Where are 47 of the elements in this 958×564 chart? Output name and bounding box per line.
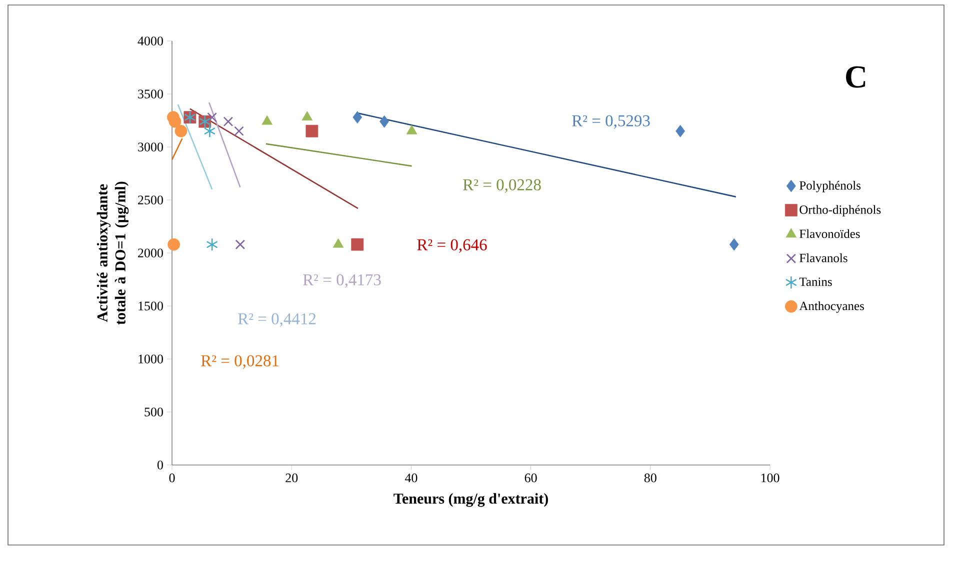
point — [380, 115, 389, 128]
point — [332, 238, 344, 248]
y-tick-label: 500 — [144, 408, 163, 416]
point — [223, 116, 234, 126]
point — [235, 240, 246, 250]
legend-label: Ortho-diphénols — [800, 205, 881, 216]
x-tick-label: 60 — [524, 474, 537, 482]
annotation: R² = 0,4173 — [303, 274, 381, 288]
x-tick-label: 100 — [761, 474, 780, 482]
y-tick-label: 2000 — [138, 248, 163, 258]
point — [168, 238, 180, 251]
annotation: R² = 0,4412 — [238, 313, 316, 327]
annotation: R² = 0,0228 — [463, 179, 541, 193]
x-tick-label: 20 — [286, 474, 298, 482]
point — [174, 124, 188, 138]
point — [306, 124, 318, 138]
x-tick-label: 40 — [404, 474, 418, 482]
point — [234, 126, 244, 136]
point — [351, 238, 364, 251]
legend-label: Flavanols — [800, 253, 848, 262]
y-tick-label: 3500 — [138, 90, 163, 98]
point — [676, 124, 686, 138]
point — [207, 112, 217, 122]
y-tick-label: 0 — [157, 460, 163, 470]
annotation: R² = 0,646 — [417, 239, 487, 253]
y-axis-title: Activité antioxydante totale à DO=1 (µg/ml) — [96, 182, 129, 325]
y-tick-label: 2500 — [138, 196, 163, 204]
annotation: R² = 0,5293 — [572, 115, 650, 129]
point — [352, 111, 362, 124]
y-tick-label: 1500 — [138, 302, 163, 310]
annotation: R² = 0,0281 — [201, 355, 278, 369]
point — [406, 124, 418, 134]
legend-label: Flavonoïdes — [800, 229, 860, 238]
legend-label: Tanins — [799, 278, 832, 286]
x-axis-title: Teneurs (mg/g d'extrait) — [394, 493, 548, 507]
x-tick-label: 0 — [169, 474, 175, 482]
y-tick-label: 3000 — [138, 142, 163, 152]
x-tick-label: 80 — [644, 474, 656, 482]
legend-label: Anthocyanes — [799, 301, 864, 313]
point — [729, 238, 739, 251]
y-tick-label: 4000 — [138, 36, 163, 46]
point — [302, 111, 313, 121]
point — [262, 115, 272, 125]
legend-label: Polyphénols — [800, 180, 861, 192]
text: C — [846, 66, 866, 88]
y-tick-label: 1000 — [138, 354, 163, 364]
point — [206, 238, 218, 252]
